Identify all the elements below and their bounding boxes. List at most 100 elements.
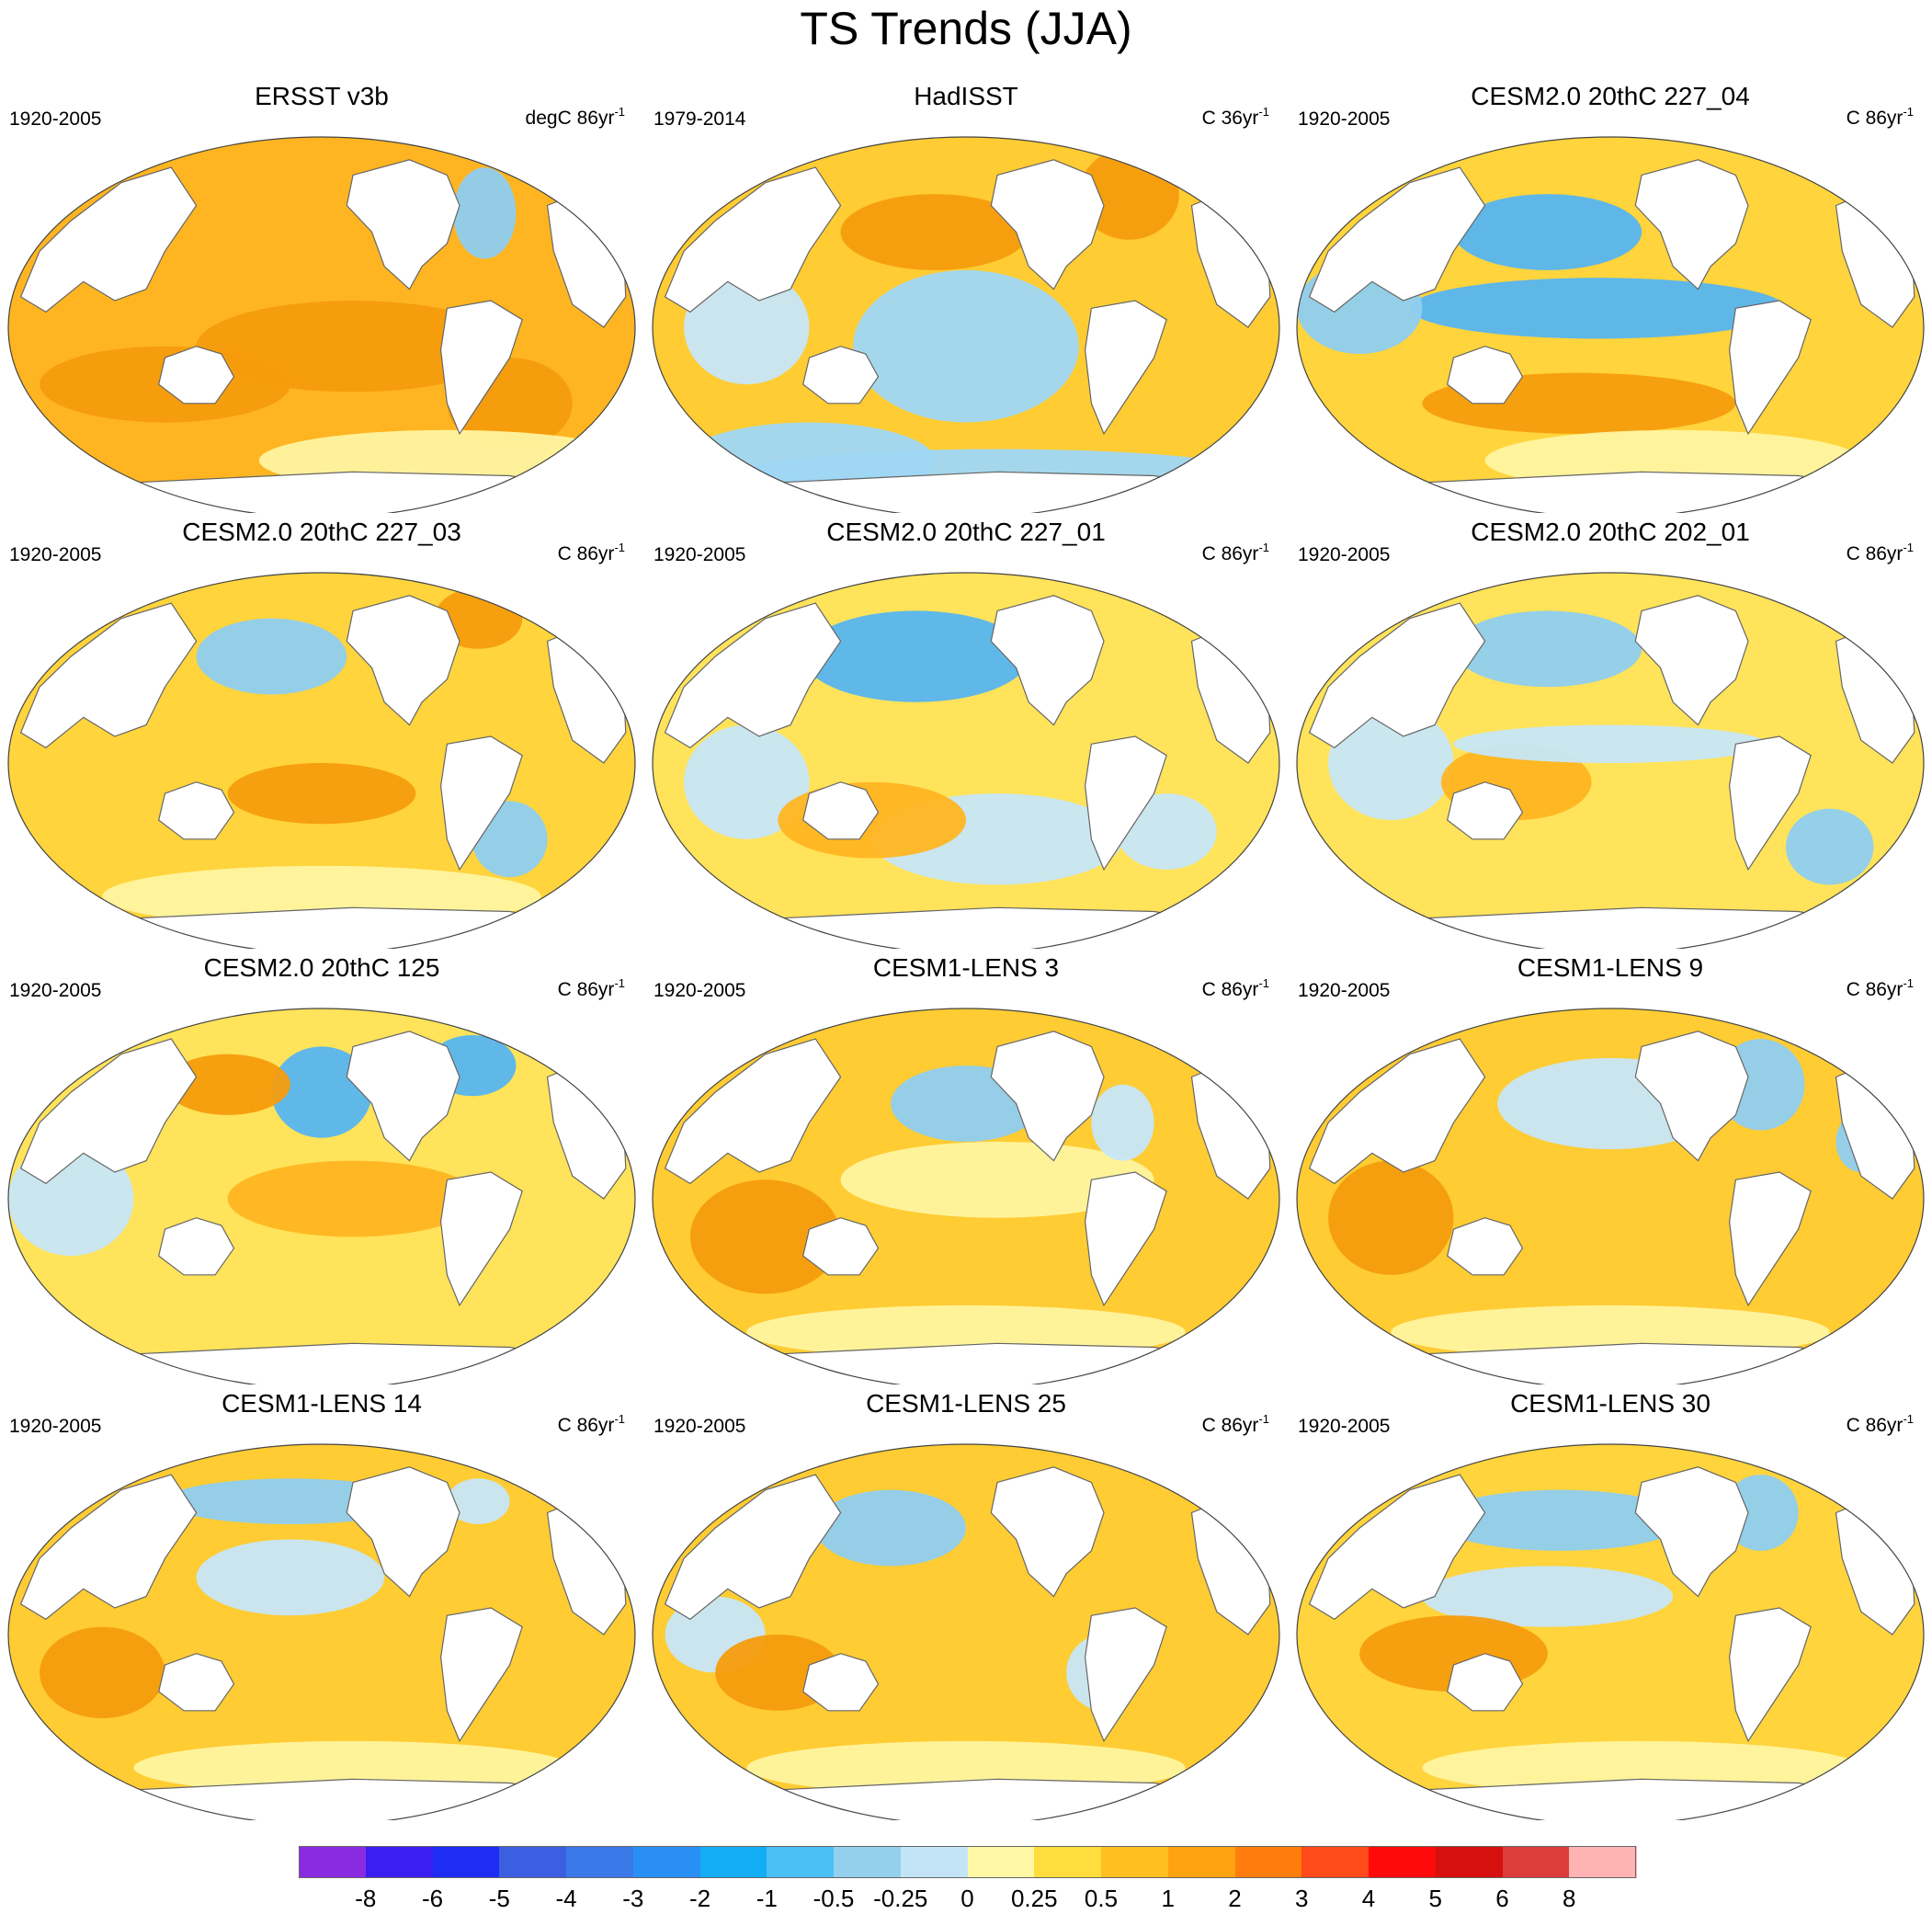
figure-title: TS Trends (JJA) [800,3,1132,54]
panel-period: 1920-2005 [653,544,746,565]
map-plot [1296,1008,1925,1384]
map-panel: CESM1-LENS 25 1920-2005 C 86yr-1 [644,1388,1288,1820]
units-text: C 86yr [1846,543,1904,564]
trend-anomaly [227,763,416,825]
land-mass [664,1038,842,1185]
colorbar-swatch [632,1846,700,1878]
map-border [7,1443,636,1820]
colorbar-swatch [1167,1846,1235,1878]
panel-period: 1920-2005 [1298,108,1391,130]
land-mass [1447,1217,1524,1276]
land-mass [346,1031,460,1162]
panel-title: CESM1-LENS 3 [872,953,1060,982]
panel-period: 1920-2005 [9,544,102,565]
land-mass [158,1653,235,1712]
land-mass [664,602,842,749]
colorbar-label: 2 [1228,1885,1242,1912]
panel-units: C 86yr-1 [1847,541,1914,565]
trend-anomaly [689,1179,841,1294]
land-mass [683,1342,1249,1384]
colorbar-swatch [834,1846,902,1878]
trend-anomaly [40,1626,165,1719]
colorbar-swatch [1234,1846,1302,1878]
map-plot [1296,572,1925,949]
trend-anomaly [196,1539,385,1616]
units-exponent: -1 [614,541,625,554]
colorbar-label: -8 [355,1885,377,1912]
colorbar-label: 0 [960,1885,974,1912]
panel-title: ERSST v3b [255,82,389,110]
colorbar-label: 5 [1428,1885,1442,1912]
land-mass [802,781,880,840]
colorbar-swatch [1101,1846,1169,1878]
land-mass [39,1342,605,1384]
land-mass [39,906,605,949]
land-mass [19,1474,198,1621]
units-text: C 86yr [1201,1415,1259,1436]
map-border [652,1008,1280,1384]
colorbar-swatch [1034,1846,1102,1878]
land-mass [1327,1342,1893,1384]
colorbar-swatch [900,1846,968,1878]
trend-anomaly [227,1160,479,1237]
colorbar-label: 1 [1161,1885,1175,1912]
trend-anomaly [1785,808,1874,885]
land-mass [990,595,1105,726]
units-exponent: -1 [1258,541,1269,554]
trend-anomaly [802,610,1029,702]
land-mass [1084,1171,1167,1307]
colorbar-label: 6 [1495,1885,1509,1912]
panel-units: C 86yr-1 [1847,105,1914,130]
trend-anomaly [453,167,517,259]
panel-units: C 86yr-1 [1847,1412,1914,1437]
map-panel: HadISST 1979-2014 C 36yr-1 [644,81,1288,513]
land-mass [990,1466,1105,1598]
map-plot [1296,1443,1925,1820]
land-mass [1308,166,1486,313]
panel-title: CESM2.0 20thC 227_03 [182,518,461,546]
panel-period: 1920-2005 [1298,1416,1391,1437]
land-mass [1308,1038,1486,1185]
land-mass [1327,906,1893,949]
land-mass [1447,1653,1524,1712]
land-mass [683,1778,1249,1820]
units-exponent: -1 [1903,541,1914,554]
map-border [7,572,636,949]
colorbar-swatch [1369,1846,1437,1878]
map-border [7,1008,636,1384]
trend-anomaly [1422,1740,1861,1794]
land-mass [1084,735,1167,872]
colorbar-label: 3 [1295,1885,1309,1912]
colorbar-label: 8 [1563,1885,1576,1912]
map-border [7,136,636,513]
colorbar-label: 0.5 [1084,1885,1119,1912]
map-border [652,572,1280,949]
map-plot [1296,136,1925,513]
trend-anomaly [684,269,810,385]
land-mass [1634,595,1749,726]
land-mass [1327,1778,1893,1820]
trend-anomaly [840,194,1029,270]
land-mass [346,159,460,291]
panel-units: C 86yr-1 [1202,976,1269,1001]
panel-units: C 86yr-1 [558,541,625,565]
units-text: C 86yr [1846,1415,1904,1436]
land-mass [158,1217,235,1276]
map-border [1296,572,1925,949]
land-mass [664,1474,842,1621]
map-panel: CESM1-LENS 9 1920-2005 C 86yr-1 [1289,952,1932,1384]
colorbar-swatch [1569,1846,1637,1878]
panel-title: CESM1-LENS 14 [222,1389,422,1418]
map-border [652,136,1280,513]
land-mass [1728,300,1812,436]
land-mass [19,1038,198,1185]
units-text: degC 86yr [525,108,615,129]
map-plot [652,1008,1280,1384]
colorbar-label: -0.25 [873,1885,928,1912]
colorbar-label: -5 [488,1885,510,1912]
trend-anomaly [840,1141,1154,1218]
units-text: C 86yr [1846,979,1904,1000]
land-mass [802,1653,880,1712]
units-exponent: -1 [1903,105,1914,119]
map-border [1296,1008,1925,1384]
